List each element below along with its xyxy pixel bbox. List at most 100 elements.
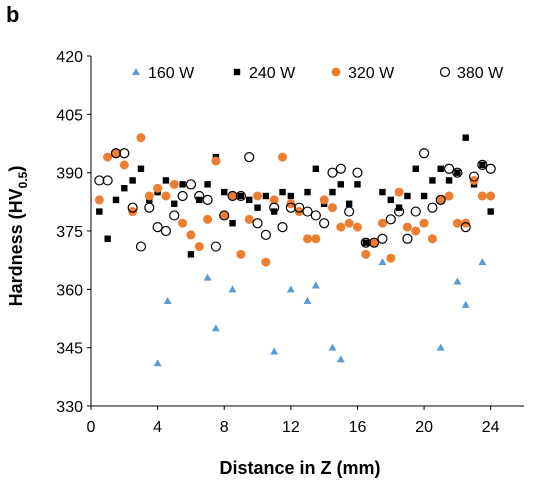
data-point <box>418 148 430 159</box>
data-point <box>246 196 253 204</box>
data-point <box>203 214 213 224</box>
data-point <box>462 134 469 141</box>
y-axis-label-close: ) <box>6 166 26 172</box>
data-point <box>153 183 163 193</box>
legend-label: 380 W <box>457 65 504 82</box>
legend-item: 160 W <box>132 65 195 82</box>
y-tick-label: 330 <box>56 399 83 416</box>
data-point <box>419 218 429 228</box>
x-tick-label: 0 <box>87 419 96 436</box>
data-point <box>354 181 361 188</box>
data-point <box>360 237 371 248</box>
data-point <box>236 249 246 259</box>
data-point <box>219 210 230 221</box>
data-point <box>294 207 304 217</box>
series-160-w <box>153 258 487 367</box>
data-point <box>444 191 454 201</box>
y-tick-label: 375 <box>56 224 83 241</box>
legend: 160 W 240 W 320 W 380 W <box>132 65 504 82</box>
data-point <box>121 185 128 192</box>
y-tick-label: 405 <box>56 107 83 124</box>
data-point <box>352 167 363 178</box>
data-point <box>110 148 122 159</box>
data-point <box>310 210 321 221</box>
data-point <box>427 202 438 213</box>
data-point <box>103 152 113 162</box>
data-point <box>160 225 172 237</box>
legend-label: 160 W <box>148 65 195 82</box>
data-point <box>253 191 263 201</box>
legend-marker <box>132 68 140 75</box>
data-point <box>94 195 104 205</box>
data-point <box>144 191 154 201</box>
data-point <box>153 359 162 367</box>
data-point <box>404 192 411 200</box>
data-point <box>429 177 436 184</box>
data-point <box>194 242 204 252</box>
data-point <box>169 179 179 189</box>
data-point <box>186 230 196 240</box>
data-point <box>327 203 337 213</box>
panel-label: b <box>6 2 19 27</box>
data-point <box>287 192 295 200</box>
data-point <box>312 165 320 172</box>
data-point <box>377 233 388 244</box>
data-point <box>119 160 129 170</box>
data-point <box>237 192 245 200</box>
data-point <box>369 237 380 248</box>
data-point <box>269 195 279 205</box>
data-point <box>152 222 163 233</box>
data-point <box>328 343 337 351</box>
data-point <box>228 285 237 293</box>
data-point <box>211 156 221 166</box>
legend-item: 320 W <box>331 65 395 82</box>
x-tick-label: 8 <box>220 419 229 436</box>
data-point <box>227 190 238 202</box>
data-point <box>362 239 369 246</box>
data-point <box>244 152 255 163</box>
y-axis-label-main: Hardness (HV <box>6 188 26 306</box>
y-axis-label-subscript: 0.5 <box>16 171 30 188</box>
data-point <box>361 249 371 259</box>
data-point <box>327 167 338 178</box>
data-point <box>254 204 261 211</box>
data-point <box>270 347 279 355</box>
data-point <box>395 204 403 211</box>
data-point <box>111 148 121 158</box>
data-point <box>269 202 280 213</box>
data-point <box>129 177 136 184</box>
series-240-w <box>96 134 494 258</box>
legend-marker <box>233 68 241 76</box>
data-points <box>94 133 496 367</box>
data-point <box>443 163 455 174</box>
data-point <box>135 241 147 252</box>
data-point <box>337 181 345 188</box>
data-point <box>402 233 413 244</box>
data-point <box>194 190 205 202</box>
data-point <box>202 194 213 205</box>
series-380-w <box>94 148 496 252</box>
data-point <box>112 196 120 204</box>
data-point <box>487 208 494 215</box>
data-point <box>127 202 138 213</box>
data-point <box>369 238 379 248</box>
data-point <box>262 192 270 200</box>
data-point <box>285 202 296 213</box>
data-point <box>185 179 197 190</box>
y-tick-label: 360 <box>56 282 83 299</box>
data-point <box>336 222 346 232</box>
x-tick-label: 12 <box>282 419 300 436</box>
data-point <box>461 218 471 228</box>
data-point <box>128 207 138 217</box>
data-point <box>96 208 103 215</box>
data-point <box>279 188 286 196</box>
data-point <box>477 159 488 170</box>
data-point <box>468 171 480 182</box>
data-point <box>161 191 171 201</box>
data-point <box>379 188 386 196</box>
data-point <box>352 222 362 232</box>
y-tick-label: 390 <box>56 166 83 183</box>
data-point <box>394 187 404 197</box>
data-point <box>177 190 188 202</box>
data-point <box>412 165 419 172</box>
